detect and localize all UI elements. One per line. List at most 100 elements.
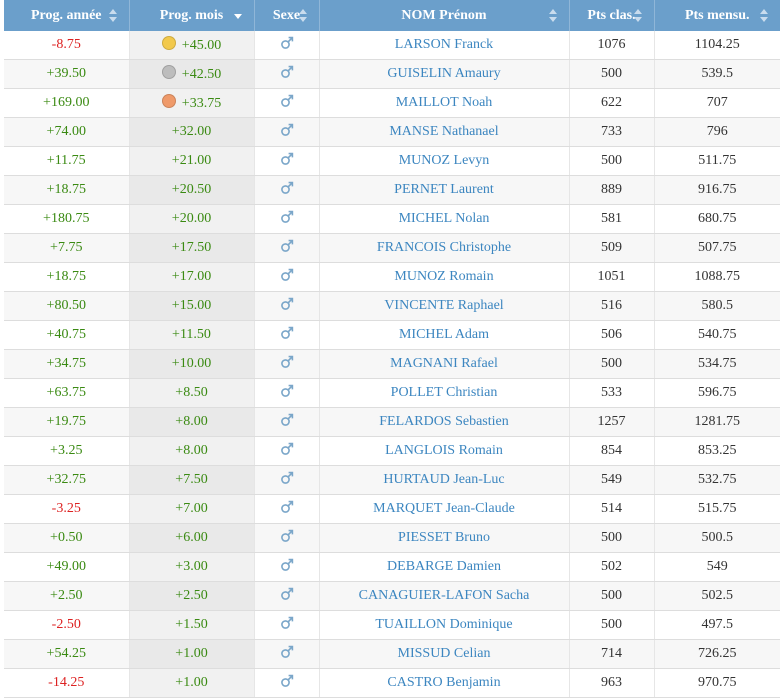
name-cell[interactable]: PIESSET Bruno xyxy=(319,523,570,553)
male-symbol-icon xyxy=(280,529,294,543)
player-name-link[interactable]: PERNET Laurent xyxy=(394,182,494,197)
name-cell[interactable]: MAGNANI Rafael xyxy=(319,349,570,379)
table-row: +80.50 +15.00 VINCENTE Raphael 516 580.5 xyxy=(4,291,780,321)
prog-year-value: +74.00 xyxy=(46,124,86,139)
pts-mensu-value: 534.75 xyxy=(698,356,737,371)
pts-mensu-value: 502.5 xyxy=(701,588,734,603)
name-cell[interactable]: MAILLOT Noah xyxy=(319,88,570,118)
name-cell[interactable]: LANGLOIS Romain xyxy=(319,436,570,466)
prog-month-cell: +8.00 xyxy=(129,436,255,466)
name-cell[interactable]: CANAGUIER-LAFON Sacha xyxy=(319,581,570,611)
pts-mensu-value: 540.75 xyxy=(698,327,737,342)
table-row: +7.75 +17.50 FRANCOIS Christophe 509 507… xyxy=(4,233,780,263)
player-name-link[interactable]: VINCENTE Raphael xyxy=(384,298,504,313)
player-name-link[interactable]: GUISELIN Amaury xyxy=(387,66,501,81)
pts-mensu-cell: 540.75 xyxy=(654,320,780,350)
player-name-link[interactable]: PIESSET Bruno xyxy=(398,530,490,545)
player-name-link[interactable]: POLLET Christian xyxy=(390,385,498,400)
player-name-link[interactable]: CASTRO Benjamin xyxy=(387,675,501,690)
male-symbol-icon xyxy=(280,355,294,369)
player-name-link[interactable]: CANAGUIER-LAFON Sacha xyxy=(358,588,530,603)
table-row: +34.75 +10.00 MAGNANI Rafael 500 534.75 xyxy=(4,349,780,379)
pts-mensu-cell: 534.75 xyxy=(654,349,780,379)
player-name-link[interactable]: MUNOZ Romain xyxy=(394,269,494,284)
player-name-link[interactable]: LANGLOIS Romain xyxy=(385,443,503,458)
prog-month-cell: +20.50 xyxy=(129,175,255,205)
player-name-link[interactable]: MICHEL Nolan xyxy=(398,211,490,226)
prog-year-value: +18.75 xyxy=(46,269,86,284)
player-name-link[interactable]: DEBARGE Damien xyxy=(387,559,501,574)
table-row: +40.75 +11.50 MICHEL Adam 506 540.75 xyxy=(4,320,780,350)
name-cell[interactable]: MICHEL Adam xyxy=(319,320,570,350)
pts-clas-cell: 500 xyxy=(569,349,655,379)
player-name-link[interactable]: MISSUD Celian xyxy=(397,646,491,661)
player-name-link[interactable]: FELARDOS Sebastien xyxy=(379,414,509,429)
name-cell[interactable]: CASTRO Benjamin xyxy=(319,668,570,698)
prog-year-cell: -8.75 xyxy=(4,31,130,60)
prog-year-cell: -2.50 xyxy=(4,610,130,640)
player-name-link[interactable]: MANSE Nathanael xyxy=(389,124,499,139)
prog-month-value: +6.00 xyxy=(175,530,208,545)
prog-month-cell: +1.50 xyxy=(129,610,255,640)
player-name-link[interactable]: FRANCOIS Christophe xyxy=(376,240,512,255)
sex-cell xyxy=(254,436,320,466)
name-cell[interactable]: VINCENTE Raphael xyxy=(319,291,570,321)
name-cell[interactable]: TUAILLON Dominique xyxy=(319,610,570,640)
name-cell[interactable]: MUNOZ Romain xyxy=(319,262,570,292)
pts-mensu-cell: 502.5 xyxy=(654,581,780,611)
pts-clas-value: 733 xyxy=(601,124,622,139)
name-cell[interactable]: MUNOZ Levyn xyxy=(319,146,570,176)
pts-mensu-value: 511.75 xyxy=(698,153,737,168)
column-header-prog-month[interactable]: Prog. mois xyxy=(129,0,255,31)
prog-year-cell: +34.75 xyxy=(4,349,130,379)
pts-mensu-cell: 680.75 xyxy=(654,204,780,234)
name-cell[interactable]: MARQUET Jean-Claude xyxy=(319,494,570,524)
player-name-link[interactable]: TUAILLON Dominique xyxy=(375,617,513,632)
player-name-link[interactable]: MAGNANI Rafael xyxy=(390,356,498,371)
sex-cell xyxy=(254,349,320,379)
player-name-link[interactable]: LARSON Franck xyxy=(394,37,494,52)
player-name-link[interactable]: MICHEL Adam xyxy=(398,327,490,342)
name-cell[interactable]: MICHEL Nolan xyxy=(319,204,570,234)
name-cell[interactable]: MANSE Nathanael xyxy=(319,117,570,147)
prog-month-cell: +7.50 xyxy=(129,465,255,495)
prog-month-value: +7.00 xyxy=(175,501,208,516)
pts-mensu-cell: 1281.75 xyxy=(654,407,780,437)
column-header-name[interactable]: NOM Prénom xyxy=(319,0,570,31)
player-name-link[interactable]: MUNOZ Levyn xyxy=(398,153,490,168)
sex-cell xyxy=(254,378,320,408)
player-name-link[interactable]: MARQUET Jean-Claude xyxy=(373,501,515,516)
prog-year-value: -3.25 xyxy=(51,501,81,516)
prog-month-value: +21.00 xyxy=(171,153,212,168)
name-cell[interactable]: POLLET Christian xyxy=(319,378,570,408)
name-cell[interactable]: DEBARGE Damien xyxy=(319,552,570,582)
prog-year-cell: -3.25 xyxy=(4,494,130,524)
column-header-pts-clas[interactable]: Pts clas. xyxy=(569,0,655,31)
pts-mensu-cell: 916.75 xyxy=(654,175,780,205)
name-cell[interactable]: PERNET Laurent xyxy=(319,175,570,205)
prog-month-cell: +8.50 xyxy=(129,378,255,408)
name-cell[interactable]: FRANCOIS Christophe xyxy=(319,233,570,263)
player-name-link[interactable]: HURTAUD Jean-Luc xyxy=(383,472,505,487)
name-cell[interactable]: GUISELIN Amaury xyxy=(319,59,570,89)
sex-cell xyxy=(254,610,320,640)
pts-clas-cell: 509 xyxy=(569,233,655,263)
pts-mensu-value: 1104.25 xyxy=(694,37,740,52)
name-cell[interactable]: MISSUD Celian xyxy=(319,639,570,669)
prog-month-cell: +1.00 xyxy=(129,639,255,669)
table-row: -2.50 +1.50 TUAILLON Dominique 500 497.5 xyxy=(4,610,780,640)
column-header-prog-year[interactable]: Prog. année xyxy=(4,0,130,31)
player-name-link[interactable]: MAILLOT Noah xyxy=(395,95,493,110)
column-header-sex[interactable]: Sexe xyxy=(254,0,320,31)
pts-clas-value: 500 xyxy=(601,588,622,603)
male-symbol-icon xyxy=(280,674,294,688)
name-cell[interactable]: FELARDOS Sebastien xyxy=(319,407,570,437)
male-symbol-icon xyxy=(280,558,294,572)
sort-icon xyxy=(548,9,557,23)
prog-month-cell: +33.75 xyxy=(129,88,255,118)
name-cell[interactable]: LARSON Franck xyxy=(319,31,570,60)
prog-month-value: +45.00 xyxy=(181,38,222,53)
name-cell[interactable]: HURTAUD Jean-Luc xyxy=(319,465,570,495)
prog-year-cell: +18.75 xyxy=(4,262,130,292)
column-header-pts-mensu[interactable]: Pts mensu. xyxy=(654,0,780,31)
